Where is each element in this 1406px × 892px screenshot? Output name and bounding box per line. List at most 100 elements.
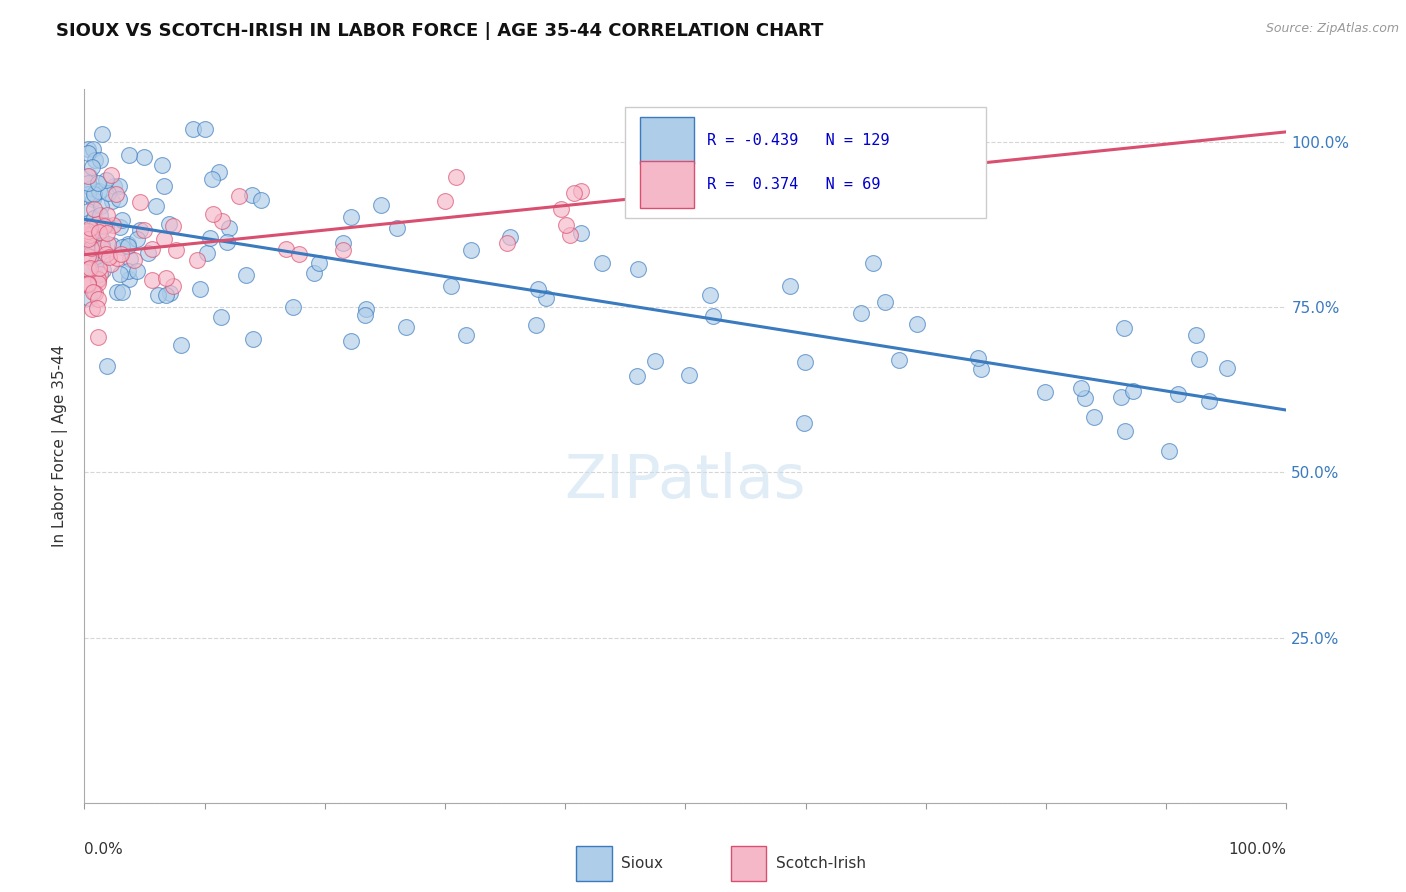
Point: [77, 146, 100, 161]
Point: [87, 292, 110, 306]
Point: [779, 278, 801, 293]
Point: [77, 186, 100, 201]
Point: [186, 252, 208, 267]
Point: [1114, 424, 1136, 438]
Point: [569, 226, 592, 240]
Point: [165, 244, 187, 258]
Point: [499, 230, 522, 244]
Point: [1070, 381, 1092, 395]
Point: [591, 256, 613, 270]
Point: [152, 231, 174, 245]
Point: [571, 184, 593, 198]
Point: [905, 317, 928, 331]
Point: [84, 268, 107, 283]
Point: [235, 268, 257, 282]
Text: SIOUX VS SCOTCH-IRISH IN LABOR FORCE | AGE 35-44 CORRELATION CHART: SIOUX VS SCOTCH-IRISH IN LABOR FORCE | A…: [56, 22, 824, 40]
Point: [132, 150, 155, 164]
Point: [93, 219, 115, 233]
Text: Sioux: Sioux: [621, 856, 664, 871]
Point: [87, 176, 110, 190]
Text: R = -0.439   N = 129: R = -0.439 N = 129: [707, 133, 890, 147]
Point: [1083, 410, 1105, 425]
Point: [125, 264, 148, 278]
Point: [83, 153, 105, 168]
Point: [79, 221, 101, 235]
Point: [195, 246, 218, 260]
Point: [83, 202, 105, 217]
Point: [242, 331, 264, 345]
Point: [84, 257, 107, 271]
Point: [86, 217, 108, 231]
Point: [644, 354, 666, 368]
Point: [332, 235, 354, 250]
Point: [562, 186, 585, 200]
Point: [339, 210, 361, 224]
Point: [793, 417, 815, 431]
Point: [83, 239, 105, 253]
Point: [105, 251, 128, 265]
Point: [94, 246, 117, 260]
Point: [82, 192, 104, 206]
Point: [77, 169, 100, 183]
Point: [77, 276, 100, 290]
Point: [862, 255, 884, 269]
Point: [79, 181, 101, 195]
Point: [96, 208, 118, 222]
Point: [110, 246, 132, 260]
Point: [433, 194, 456, 208]
Point: [793, 355, 815, 369]
Point: [118, 252, 141, 267]
Point: [1216, 361, 1239, 376]
Point: [87, 184, 110, 198]
Point: [111, 213, 134, 227]
Point: [77, 232, 100, 246]
Point: [287, 246, 309, 260]
Point: [534, 291, 557, 305]
Point: [308, 256, 330, 270]
Point: [209, 310, 232, 324]
Point: [77, 230, 100, 244]
Point: [141, 242, 163, 256]
Point: [456, 328, 478, 343]
Point: [554, 218, 576, 232]
Point: [117, 237, 139, 252]
Point: [87, 272, 110, 286]
Point: [132, 222, 155, 236]
Point: [129, 195, 152, 210]
Point: [211, 213, 233, 227]
FancyBboxPatch shape: [626, 107, 986, 218]
Point: [202, 207, 225, 221]
Text: ZIPatlas: ZIPatlas: [565, 452, 806, 511]
Point: [79, 251, 101, 265]
Point: [446, 170, 468, 185]
Point: [1122, 384, 1144, 399]
Text: 100.0%: 100.0%: [1229, 842, 1286, 857]
Text: R =  0.374   N = 69: R = 0.374 N = 69: [707, 177, 880, 192]
Point: [153, 179, 176, 194]
Point: [91, 241, 114, 255]
Point: [354, 301, 377, 316]
Point: [125, 232, 148, 246]
Point: [100, 168, 122, 182]
Point: [558, 227, 581, 242]
Point: [82, 302, 104, 317]
Point: [77, 227, 100, 242]
Point: [208, 165, 231, 179]
Point: [108, 179, 131, 194]
Point: [550, 202, 572, 217]
Point: [141, 273, 163, 287]
Point: [77, 249, 100, 263]
Point: [228, 189, 250, 203]
Point: [678, 368, 700, 382]
Point: [90, 199, 112, 213]
Point: [155, 271, 177, 285]
FancyBboxPatch shape: [640, 117, 693, 163]
Point: [107, 192, 129, 206]
Point: [1159, 444, 1181, 458]
Point: [87, 225, 110, 239]
Point: [354, 308, 377, 322]
Point: [108, 267, 131, 281]
Point: [1188, 352, 1211, 367]
Point: [104, 187, 127, 202]
Point: [495, 235, 517, 250]
